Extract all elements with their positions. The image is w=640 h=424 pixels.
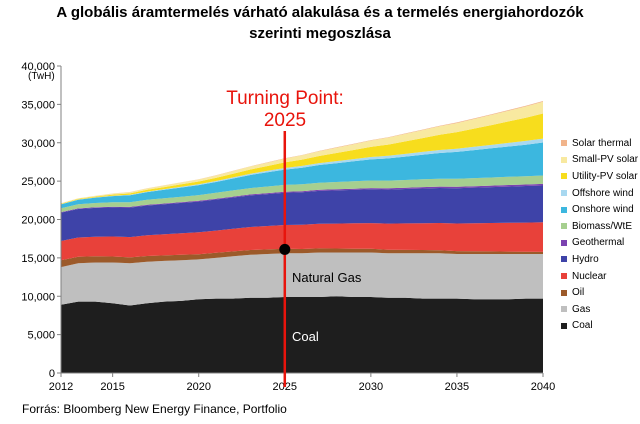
- x-tick-label: 2035: [445, 381, 469, 393]
- area-oil: [61, 248, 543, 268]
- source-note: Forrás: Bloomberg New Energy Finance, Po…: [22, 402, 287, 416]
- chart-title-line2: szerinti megoszlása: [249, 25, 391, 42]
- legend-label: Utility-PV solar: [572, 170, 638, 182]
- turning-point-label-line1: Turning Point:: [226, 88, 344, 109]
- natural-gas-annotation: Natural Gas: [292, 270, 362, 285]
- y-tick-label: 5,000: [27, 330, 55, 342]
- legend-swatch: [561, 173, 567, 180]
- legend-label: Gas: [572, 303, 591, 315]
- y-axis-unit-label: (TwH): [28, 71, 55, 82]
- legend-item-utility-pv-solar: Utility-PV solar: [561, 168, 638, 185]
- legend-item-onshore-wind: Onshore wind: [561, 201, 638, 218]
- chart-legend: Solar thermal Small-PV solar Utility-PV so…: [561, 135, 638, 334]
- legend-swatch: [561, 156, 567, 163]
- y-tick-label: 0: [49, 368, 55, 380]
- area-hydro: [61, 185, 543, 241]
- chart-title-line1: A globális áramtermelés várható alakulás…: [56, 4, 584, 21]
- y-tick-label: 20,000: [21, 215, 55, 227]
- legend-label: Small-PV solar: [572, 154, 639, 166]
- area-biomass-wte: [61, 175, 543, 213]
- area-onshore-wind: [61, 142, 543, 209]
- legend-label: Hydro: [572, 253, 599, 265]
- y-tick-labels: 0 5,000 10,000 15,000 20,000 25,000 30,000 35,0…: [21, 61, 61, 380]
- x-tick-label: 2012: [49, 381, 73, 393]
- area-layers: [61, 101, 543, 373]
- x-tick-label: 2040: [531, 381, 555, 393]
- legend-label: Geothermal: [572, 237, 625, 249]
- chart-title: A globális áramtermelés várható alakulás…: [0, 2, 640, 44]
- x-tick-label: 2030: [359, 381, 383, 393]
- legend-label: Solar thermal: [572, 137, 632, 149]
- y-tick-label: 35,000: [21, 99, 55, 111]
- legend-label: Offshore wind: [572, 187, 634, 199]
- y-tick-label: 30,000: [21, 138, 55, 150]
- area-gas: [61, 252, 543, 306]
- legend-swatch: [561, 256, 567, 263]
- legend-item-oil: Oil: [561, 284, 638, 301]
- x-tick-label: 2020: [186, 381, 210, 393]
- x-tick-labels: 2012201520202025203020352040: [49, 373, 555, 393]
- coal-annotation: Coal: [292, 329, 319, 344]
- legend-label: Biomass/WtE: [572, 220, 633, 232]
- legend-swatch: [561, 322, 567, 329]
- turning-point-overlay: [279, 131, 291, 387]
- area-offshore-wind: [61, 138, 543, 205]
- turning-point-label-line2: 2025: [264, 110, 306, 131]
- legend-swatch: [561, 190, 567, 197]
- legend-item-solar-thermal: Solar thermal: [561, 135, 638, 152]
- legend-label: Nuclear: [572, 270, 607, 282]
- area-nuclear: [61, 222, 543, 261]
- legend-item-hydro: Hydro: [561, 251, 638, 268]
- legend-item-geothermal: Geothermal: [561, 235, 638, 252]
- legend-swatch: [561, 206, 567, 213]
- area-utility-pv-solar: [61, 113, 543, 205]
- legend-swatch: [561, 306, 567, 313]
- legend-swatch: [561, 223, 567, 230]
- x-tick-label: 2015: [100, 381, 124, 393]
- legend-swatch: [561, 273, 567, 280]
- area-geothermal: [61, 183, 543, 213]
- legend-item-offshore-wind: Offshore wind: [561, 185, 638, 202]
- legend-item-coal: Coal: [561, 318, 638, 335]
- area-coal: [61, 296, 543, 373]
- legend-swatch: [561, 239, 567, 246]
- y-tick-label: 15,000: [21, 253, 55, 265]
- legend-label: Coal: [572, 320, 593, 332]
- legend-swatch: [561, 289, 567, 296]
- legend-item-gas: Gas: [561, 301, 638, 318]
- turning-point-marker: [279, 243, 291, 255]
- legend-item-small-pv-solar: Small-PV solar: [561, 152, 638, 169]
- y-tick-label: 25,000: [21, 176, 55, 188]
- legend-item-nuclear: Nuclear: [561, 268, 638, 285]
- legend-item-biomass-wte: Biomass/WtE: [561, 218, 638, 235]
- y-tick-label: 40,000: [21, 61, 55, 73]
- y-tick-label: 10,000: [21, 291, 55, 303]
- legend-label: Onshore wind: [572, 204, 634, 216]
- legend-label: Oil: [572, 287, 585, 299]
- legend-swatch: [561, 140, 567, 147]
